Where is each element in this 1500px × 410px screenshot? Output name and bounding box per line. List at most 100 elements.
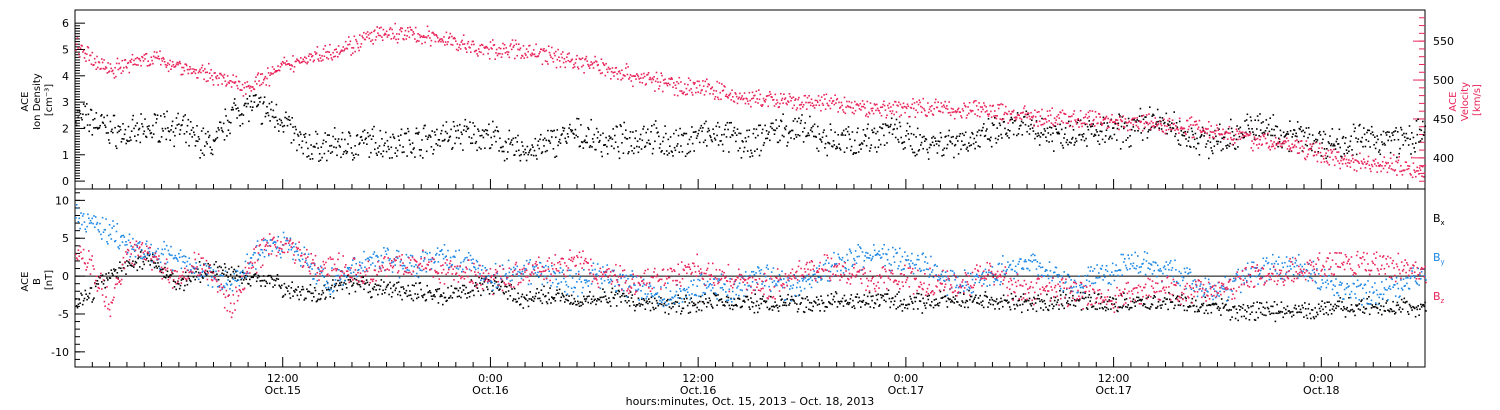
velocity-point	[875, 109, 877, 112]
velocity-point	[606, 68, 608, 71]
density-point	[411, 152, 413, 154]
velocity-point	[619, 72, 622, 75]
density-tick-label: 2	[62, 122, 69, 135]
bx-point	[1078, 300, 1080, 302]
velocity-point	[1269, 148, 1271, 151]
bx-point	[480, 294, 482, 297]
density-point	[376, 154, 378, 156]
velocity-point	[470, 51, 472, 53]
velocity-point	[755, 90, 758, 93]
density-point	[686, 152, 688, 155]
velocity-point	[737, 98, 740, 100]
bx-point	[635, 305, 637, 308]
density-point	[535, 154, 537, 157]
density-point	[1230, 127, 1233, 130]
density-point	[1183, 135, 1186, 137]
bx-point	[420, 288, 422, 291]
velocity-point	[794, 99, 796, 101]
velocity-point	[601, 72, 603, 74]
bx-point	[983, 294, 986, 297]
density-point	[747, 135, 750, 138]
density-point	[87, 113, 90, 116]
density-point	[290, 142, 293, 144]
density-point	[673, 146, 676, 149]
density-point	[813, 135, 815, 138]
velocity-point	[1177, 129, 1179, 131]
velocity-point	[862, 105, 865, 108]
bx-point	[358, 284, 361, 286]
density-point	[1319, 134, 1322, 136]
bx-point	[118, 267, 120, 269]
velocity-point	[1371, 165, 1374, 168]
velocity-point	[484, 47, 486, 49]
velocity-point	[430, 39, 433, 42]
density-point	[477, 128, 479, 130]
bx-point	[1111, 303, 1113, 305]
bx-point	[747, 298, 750, 301]
velocity-point	[1187, 128, 1190, 131]
bx-point	[934, 304, 936, 307]
velocity-point	[987, 115, 990, 117]
bx-point	[519, 303, 522, 305]
bx-point	[989, 303, 992, 306]
density-point	[399, 144, 401, 147]
bx-point	[513, 287, 516, 290]
bx-point	[153, 266, 156, 269]
density-point	[625, 129, 627, 131]
velocity-point	[1042, 123, 1044, 126]
density-point	[225, 115, 227, 117]
bx-point	[604, 295, 607, 297]
density-point	[316, 133, 319, 135]
velocity-point	[1087, 111, 1090, 114]
velocity-point	[220, 74, 223, 76]
bx-point	[507, 290, 510, 292]
velocity-point	[381, 39, 384, 41]
velocity-point	[104, 66, 107, 68]
bx-point	[962, 301, 964, 304]
bx-point	[334, 284, 337, 286]
bx-point	[397, 293, 399, 296]
density-point	[277, 123, 279, 125]
velocity-point	[817, 101, 819, 104]
density-point	[964, 143, 966, 146]
velocity-point	[717, 98, 720, 101]
density-point	[721, 134, 723, 136]
velocity-point	[916, 101, 918, 103]
density-point	[1417, 118, 1419, 120]
density-point	[701, 130, 703, 133]
density-point	[843, 151, 846, 153]
density-point	[864, 134, 866, 136]
bx-point	[1086, 308, 1089, 310]
density-point	[369, 134, 371, 137]
density-point	[359, 142, 361, 144]
bx-point	[1151, 303, 1154, 306]
density-point	[599, 139, 601, 142]
bx-point	[828, 302, 831, 304]
density-point	[197, 140, 199, 143]
bx-point	[913, 296, 916, 299]
density-point	[635, 130, 637, 132]
bx-point	[372, 288, 375, 291]
bx-point	[453, 292, 455, 294]
velocity-point	[970, 110, 972, 113]
bx-point	[648, 298, 650, 300]
bx-point	[1013, 303, 1015, 306]
bx-point	[910, 298, 912, 300]
density-point	[245, 105, 248, 108]
density-point	[777, 141, 780, 144]
density-point	[1011, 118, 1013, 121]
velocity-point	[1410, 174, 1412, 176]
bx-point	[150, 259, 152, 262]
velocity-point	[760, 104, 762, 106]
bx-point	[677, 294, 679, 296]
density-point	[119, 126, 121, 128]
velocity-point	[843, 96, 846, 99]
bx-point	[278, 284, 280, 287]
velocity-point	[603, 64, 606, 67]
bx-point	[862, 299, 865, 302]
density-point	[498, 150, 500, 152]
density-point	[1117, 122, 1120, 125]
density-point	[736, 128, 739, 130]
density-point	[1023, 115, 1026, 118]
velocity-point	[439, 38, 441, 40]
